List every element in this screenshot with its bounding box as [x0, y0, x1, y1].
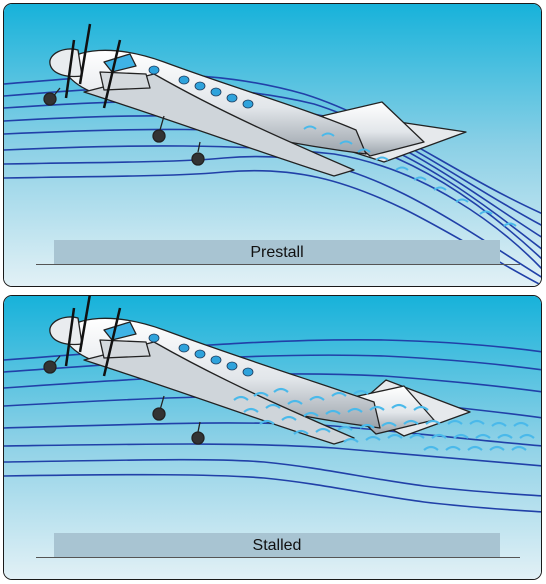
aircraft	[43, 23, 467, 177]
landing-gear	[43, 87, 205, 166]
stalled-caption: Stalled	[54, 533, 500, 558]
ground-line	[36, 557, 520, 558]
landing-gear	[43, 355, 205, 445]
cabin-windows	[148, 65, 254, 109]
engine-nacelle	[99, 339, 151, 359]
stalled-panel: Stalled	[3, 295, 542, 580]
prestall-caption: Prestall	[54, 240, 500, 265]
prestall-panel: Prestall	[3, 3, 542, 287]
engine-nacelle	[99, 71, 151, 91]
nose-cone	[49, 316, 83, 346]
propellers	[64, 23, 122, 109]
turbulent-wake	[233, 387, 535, 451]
aircraft	[43, 296, 471, 445]
wing	[83, 73, 355, 177]
ground-line	[36, 264, 520, 265]
airflow-wake	[303, 125, 517, 227]
propellers	[64, 296, 122, 377]
nose-cone	[49, 48, 83, 78]
cockpit-window	[103, 53, 137, 73]
stalled-illustration	[4, 296, 541, 579]
cabin-windows	[148, 333, 254, 377]
prestall-illustration	[4, 4, 541, 286]
cockpit-window	[103, 321, 137, 341]
